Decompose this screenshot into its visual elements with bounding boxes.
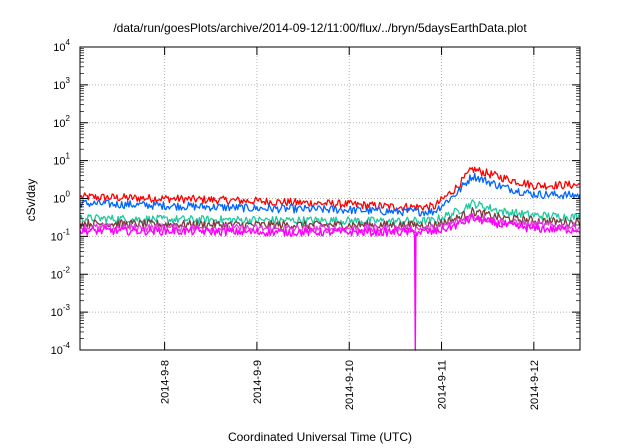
x-tick-label: 2014-9-8 bbox=[160, 360, 172, 404]
series-line-2 bbox=[79, 172, 581, 217]
x-tick-label: 2014-9-9 bbox=[252, 360, 264, 404]
x-tick-label: 2014-9-12 bbox=[529, 360, 541, 410]
y-tick-label: 10-3 bbox=[51, 303, 71, 319]
y-tick-label: 100 bbox=[53, 190, 70, 206]
x-tick-label: 2014-9-11 bbox=[437, 360, 449, 409]
y-tick-label: 101 bbox=[53, 152, 70, 168]
y-tick-label: 10-2 bbox=[51, 265, 71, 281]
y-tick-label: 104 bbox=[53, 38, 70, 54]
x-tick-label: 2014-9-10 bbox=[344, 360, 356, 410]
grid-lines bbox=[80, 47, 580, 350]
y-tick-label: 102 bbox=[53, 114, 70, 130]
x-tick-labels: 2014-9-8 2014-9-9 2014-9-10 2014-9-11 2014-9… bbox=[160, 360, 541, 410]
y-tick-labels: 10-4 10-3 10-2 10-1 100 101 102 103 104 bbox=[51, 38, 71, 357]
x-axis-label: Coordinated Universal Time (UTC) bbox=[227, 430, 413, 444]
tick-marks bbox=[80, 46, 580, 351]
chart-title: /data/run/goesPlots/archive/2014-09-12/1… bbox=[113, 21, 527, 35]
series-layer bbox=[79, 166, 581, 351]
y-tick-label: 103 bbox=[53, 76, 70, 92]
y-tick-label: 10-4 bbox=[51, 341, 71, 357]
series-line-1 bbox=[79, 166, 581, 212]
series-line-6 bbox=[79, 214, 581, 351]
y-axis-label: cSv/day bbox=[24, 178, 38, 222]
y-tick-label: 10-1 bbox=[51, 227, 71, 243]
